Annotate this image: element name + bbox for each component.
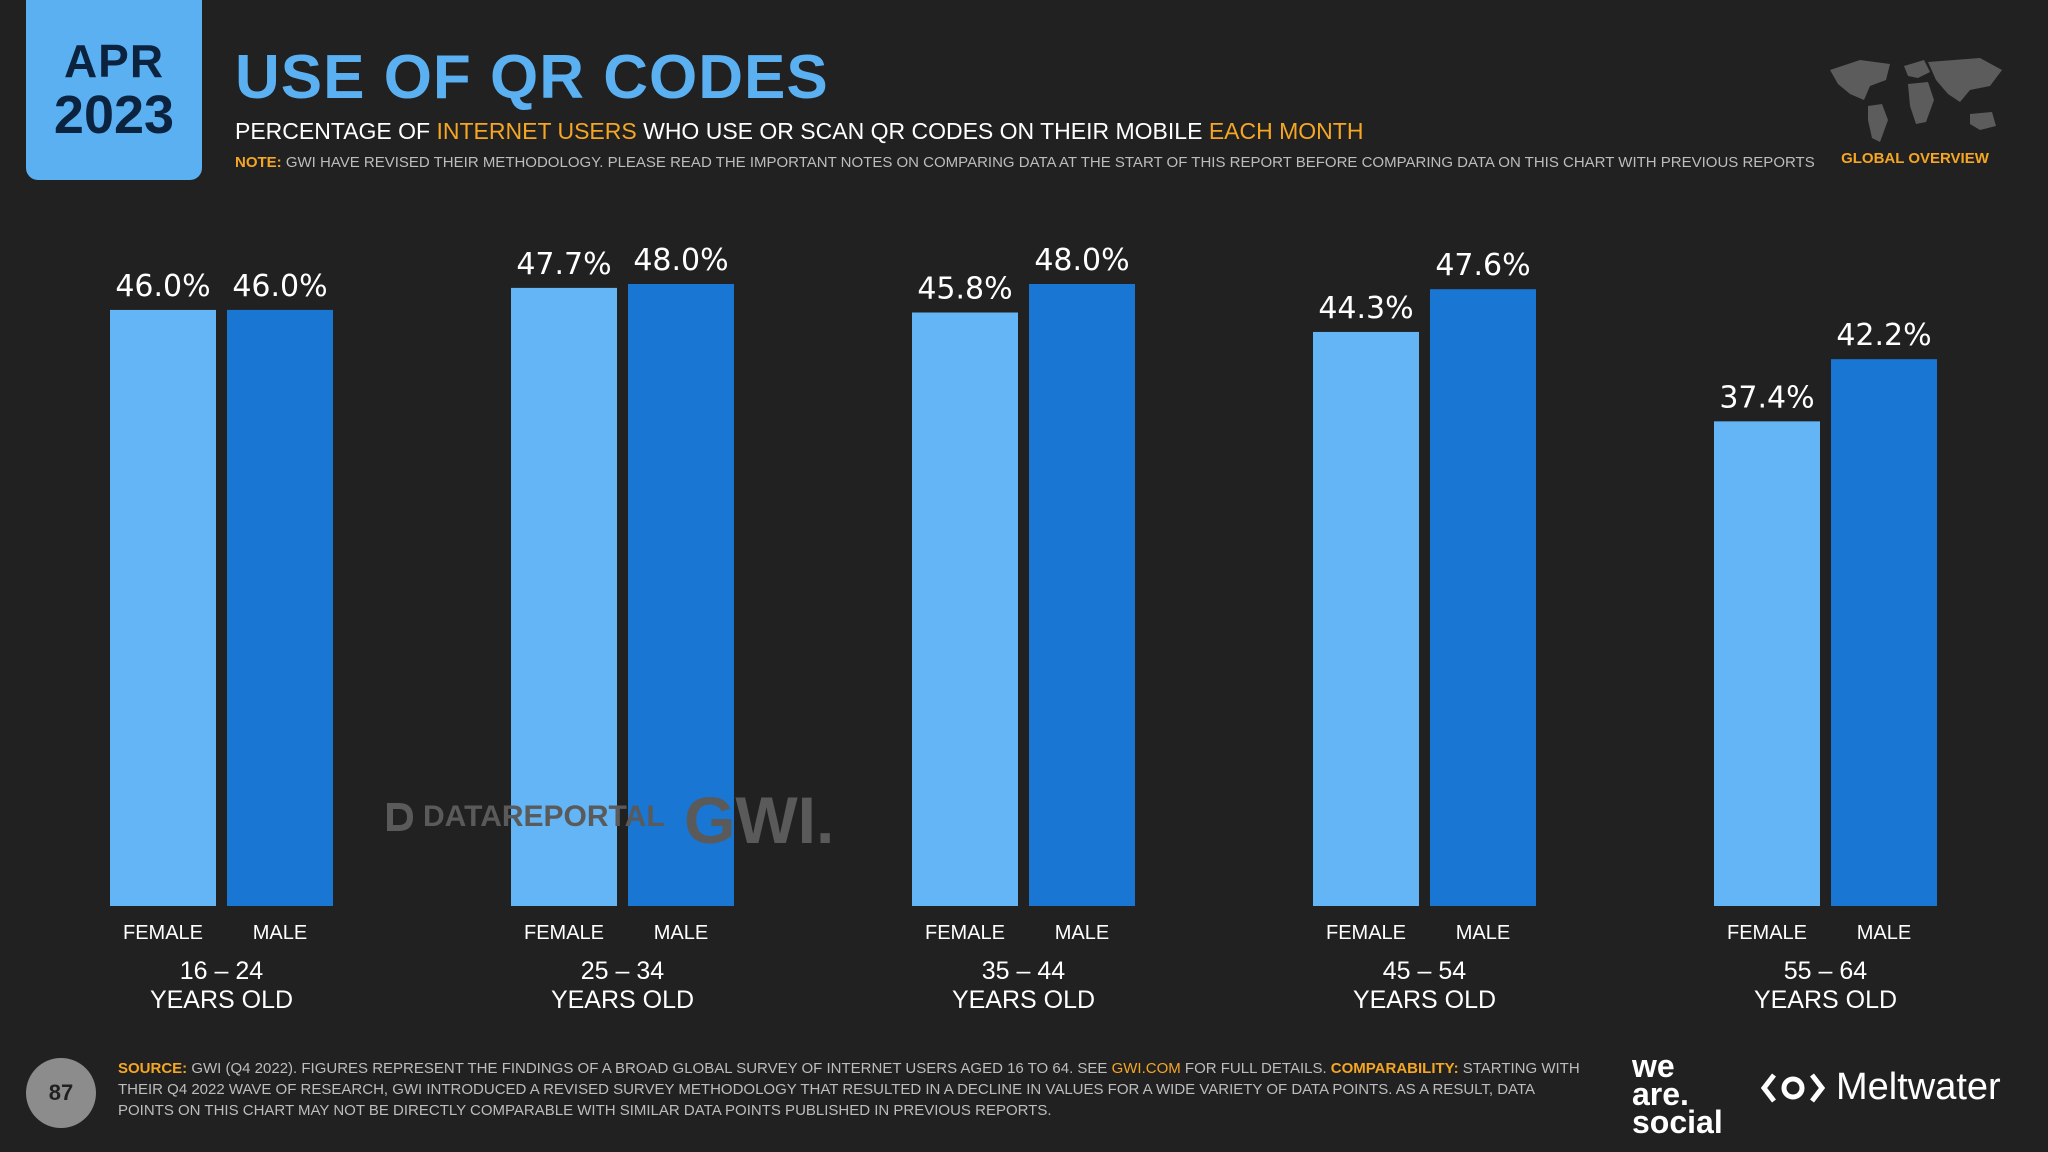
age-group-label-3: 45 – 54 (1383, 957, 1467, 985)
gwi-link[interactable]: GWI.COM (1111, 1060, 1181, 1077)
gender-label-female-3: FEMALE (1326, 922, 1406, 944)
we-are-social-line-2: are. (1632, 1076, 1689, 1112)
gender-label-female-4: FEMALE (1727, 922, 1807, 944)
bar-male-2 (1029, 284, 1135, 906)
page-title: USE OF QR CODES (235, 43, 829, 112)
gender-label-male-0: MALE (253, 922, 307, 944)
gender-label-male-2: MALE (1055, 922, 1109, 944)
source-label: SOURCE: (118, 1060, 188, 1077)
world-map-icon (1820, 50, 2010, 150)
age-group-sublabel-3: YEARS OLD (1353, 986, 1496, 1014)
comparability-text: STARTING WITH THEIR Q4 2022 WAVE OF RESE… (118, 1060, 1580, 1119)
datareportal-watermark: DATAREPORTAL (385, 800, 665, 834)
gender-label-female-1: FEMALE (524, 922, 604, 944)
we-are-social-line-3: social (1632, 1104, 1723, 1140)
bar-female-4 (1714, 421, 1820, 906)
bar-male-1 (628, 284, 734, 906)
chart-subtitle: PERCENTAGE OF INTERNET USERS WHO USE OR … (235, 118, 1363, 145)
bar-male-0 (227, 309, 333, 907)
comparability-label: COMPARABILITY: (1330, 1060, 1459, 1077)
value-label-female-1: 47.7% (516, 247, 611, 282)
bar-female-0 (110, 309, 216, 907)
value-label-male-0: 46.0% (232, 269, 327, 304)
age-group-sublabel-4: YEARS OLD (1754, 986, 1897, 1014)
date-year: 2023 (53, 85, 175, 145)
subtitle-part-1: PERCENTAGE OF (235, 118, 437, 144)
subtitle-highlight-1: INTERNET USERS (436, 118, 637, 144)
gender-label-female-2: FEMALE (925, 922, 1005, 944)
gender-label-female-0: FEMALE (123, 922, 203, 944)
datareportal-text: DATAREPORTAL (423, 800, 665, 833)
bar-male-4 (1831, 359, 1937, 906)
age-group-label-1: 25 – 34 (581, 957, 665, 985)
bar-female-3 (1313, 331, 1419, 907)
we-are-social-logo: we are. social (1632, 1048, 1723, 1140)
age-group-label-0: 16 – 24 (180, 957, 264, 985)
date-badge: APR 2023 (26, 0, 202, 180)
gender-label-male-4: MALE (1857, 922, 1911, 944)
date-month: APR (63, 35, 165, 87)
value-label-male-1: 48.0% (633, 243, 728, 278)
gender-label-male-1: MALE (654, 922, 708, 944)
value-label-female-2: 45.8% (917, 272, 1012, 307)
meltwater-logo: Meltwater (1760, 1066, 2001, 1109)
age-group-sublabel-2: YEARS OLD (952, 986, 1095, 1014)
methodology-note: NOTE: GWI HAVE REVISED THEIR METHODOLOGY… (235, 154, 1815, 171)
note-label: NOTE: (235, 154, 282, 171)
value-label-female-0: 46.0% (115, 269, 210, 304)
meltwater-text: Meltwater (1836, 1066, 2001, 1108)
source-text-2: FOR FULL DETAILS. (1180, 1060, 1331, 1077)
meltwater-logo-icon (1760, 1072, 1826, 1103)
age-group-sublabel-1: YEARS OLD (551, 986, 694, 1014)
we-are-social-line-1: we (1632, 1048, 1675, 1084)
global-overview-label: GLOBAL OVERVIEW (1841, 150, 1989, 167)
age-group-label-4: 55 – 64 (1784, 957, 1868, 985)
subtitle-part-2: WHO USE OR SCAN QR CODES ON THEIR MOBILE (636, 118, 1209, 144)
age-group-label-2: 35 – 44 (982, 957, 1066, 985)
datareportal-logo-icon (387, 803, 413, 831)
age-group-sublabel-0: YEARS OLD (150, 986, 293, 1014)
source-note: SOURCE: GWI (Q4 2022). FIGURES REPRESENT… (118, 1058, 1588, 1121)
note-text: GWI HAVE REVISED THEIR METHODOLOGY. PLEA… (281, 154, 1815, 171)
source-text-1: GWI (Q4 2022). FIGURES REPRESENT THE FIN… (187, 1060, 1112, 1077)
value-label-male-3: 47.6% (1435, 248, 1530, 283)
value-label-female-4: 37.4% (1719, 380, 1814, 415)
bar-female-1 (511, 287, 617, 906)
gender-label-male-3: MALE (1456, 922, 1510, 944)
bar-female-2 (912, 312, 1018, 907)
value-label-male-2: 48.0% (1034, 243, 1129, 278)
page-number: 87 (26, 1058, 96, 1128)
subtitle-highlight-2: EACH MONTH (1208, 118, 1364, 144)
value-label-male-4: 42.2% (1836, 318, 1931, 353)
bar-male-3 (1430, 289, 1536, 906)
value-label-female-3: 44.3% (1318, 291, 1413, 326)
gwi-watermark: GWI. (684, 783, 835, 857)
